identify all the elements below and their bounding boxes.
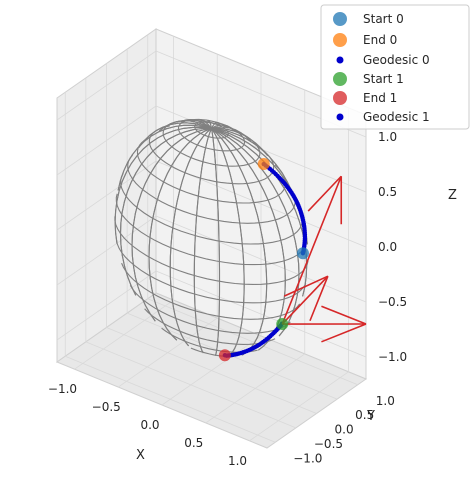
sphere-meridian (211, 127, 269, 157)
legend: Start 0 End 0 Geodesic 0 Start 1 End 1 G… (320, 4, 470, 130)
z-tick-label: 0.0 (378, 240, 397, 254)
z-tick-label: −1.0 (378, 350, 407, 364)
tangent-arrows (281, 175, 367, 343)
sphere-meridian (180, 118, 212, 129)
sphere-meridian (131, 127, 212, 322)
grid-line-y-floor (106, 327, 317, 414)
legend-frame (320, 4, 470, 130)
sphere-parallel (293, 303, 301, 311)
sphere-meridian (211, 128, 245, 356)
z-tick-label: 0.5 (378, 185, 397, 199)
sphere-parallel (148, 125, 268, 185)
sphere-meridian (119, 127, 212, 296)
x-axis-label: X (136, 448, 145, 463)
endpoint-markers (218, 158, 309, 362)
sphere-meridian (207, 119, 213, 129)
sphere-meridian (158, 120, 212, 132)
sphere-meridian (193, 128, 213, 354)
legend-marker-start-1 (333, 72, 347, 86)
x-tick-label: 0.0 (140, 418, 159, 432)
sphere-parallel (115, 193, 298, 266)
legend-label-start-0: Start 0 (363, 12, 404, 26)
legend-marker-start-0 (333, 12, 347, 26)
sphere-meridian (211, 124, 235, 132)
legend-label-geodesic-1: Geodesic 1 (363, 110, 430, 124)
sphere-parallel (121, 262, 294, 320)
arrow-head (283, 275, 329, 297)
sphere-meridian (138, 122, 212, 148)
geodesic-points (222, 161, 308, 358)
z-axis-label: Z (448, 188, 457, 203)
sphere-meridian (114, 126, 212, 244)
x-tick-label: −0.5 (92, 400, 121, 414)
sphere-meridian (148, 127, 212, 341)
arrow-head (321, 323, 367, 343)
y-tick-label: −1.0 (293, 451, 322, 465)
marker-start-0 (296, 247, 309, 260)
legend-marker-end-0 (333, 33, 347, 47)
z-tick-label: 1.0 (378, 130, 397, 144)
arrow-shaft (281, 275, 329, 325)
sphere-parallel (115, 239, 298, 304)
sphere-parallel (120, 172, 294, 245)
legend-marker-geodesic-1 (336, 113, 344, 121)
grid-line-y-floor (147, 298, 358, 386)
axis-ticks: −1.0−1.0−1.0−0.5−0.5−0.50.0 0.00.00.50.50… (48, 130, 407, 468)
z-tick-label: −0.5 (378, 295, 407, 309)
legend-marker-end-1 (333, 91, 347, 105)
y-tick-label: 1.0 (376, 394, 395, 408)
legend-label-start-1: Start 1 (363, 72, 404, 86)
grid-line-z-side (56, 50, 157, 121)
y-tick-label: 0.5 (355, 408, 374, 422)
sphere-parallel (127, 154, 288, 224)
sphere-meridian (211, 127, 293, 192)
marker-end-0 (257, 158, 270, 171)
marker-start-1 (276, 318, 289, 331)
marker-end-1 (218, 349, 231, 362)
legend-label-geodesic-0: Geodesic 0 (363, 53, 430, 67)
arrow-head (309, 275, 329, 322)
x-tick-label: 0.5 (184, 436, 203, 450)
legend-label-end-0: End 0 (363, 33, 397, 47)
sphere-parallel (114, 216, 300, 285)
x-tick-label: 1.0 (228, 454, 247, 468)
sphere-meridian (210, 128, 221, 356)
sphere-meridian (211, 121, 220, 129)
arrow-head (321, 305, 367, 325)
grid-line-x-floor (249, 371, 349, 442)
x-tick-label: −1.0 (48, 382, 77, 396)
grid-line-x-floor (205, 353, 305, 424)
legend-label-end-1: End 1 (363, 91, 397, 105)
grid-line-z-side (56, 160, 157, 231)
y-tick-label: −0.5 (314, 437, 343, 451)
legend-marker-geodesic-0 (336, 56, 344, 64)
sphere-meridian (211, 128, 300, 337)
y-axis-label: Y (366, 409, 375, 424)
y-tick-label: 0.0 (335, 423, 354, 437)
sphere-parallel (129, 285, 288, 334)
arrow-head (307, 175, 342, 212)
sphere-parallel (136, 137, 279, 204)
arrow-shaft (281, 175, 342, 325)
sphere-meridian (117, 124, 212, 191)
sphere-meridian (169, 128, 212, 347)
grid-line-z-side (56, 105, 157, 176)
sphere-meridian (211, 128, 268, 356)
